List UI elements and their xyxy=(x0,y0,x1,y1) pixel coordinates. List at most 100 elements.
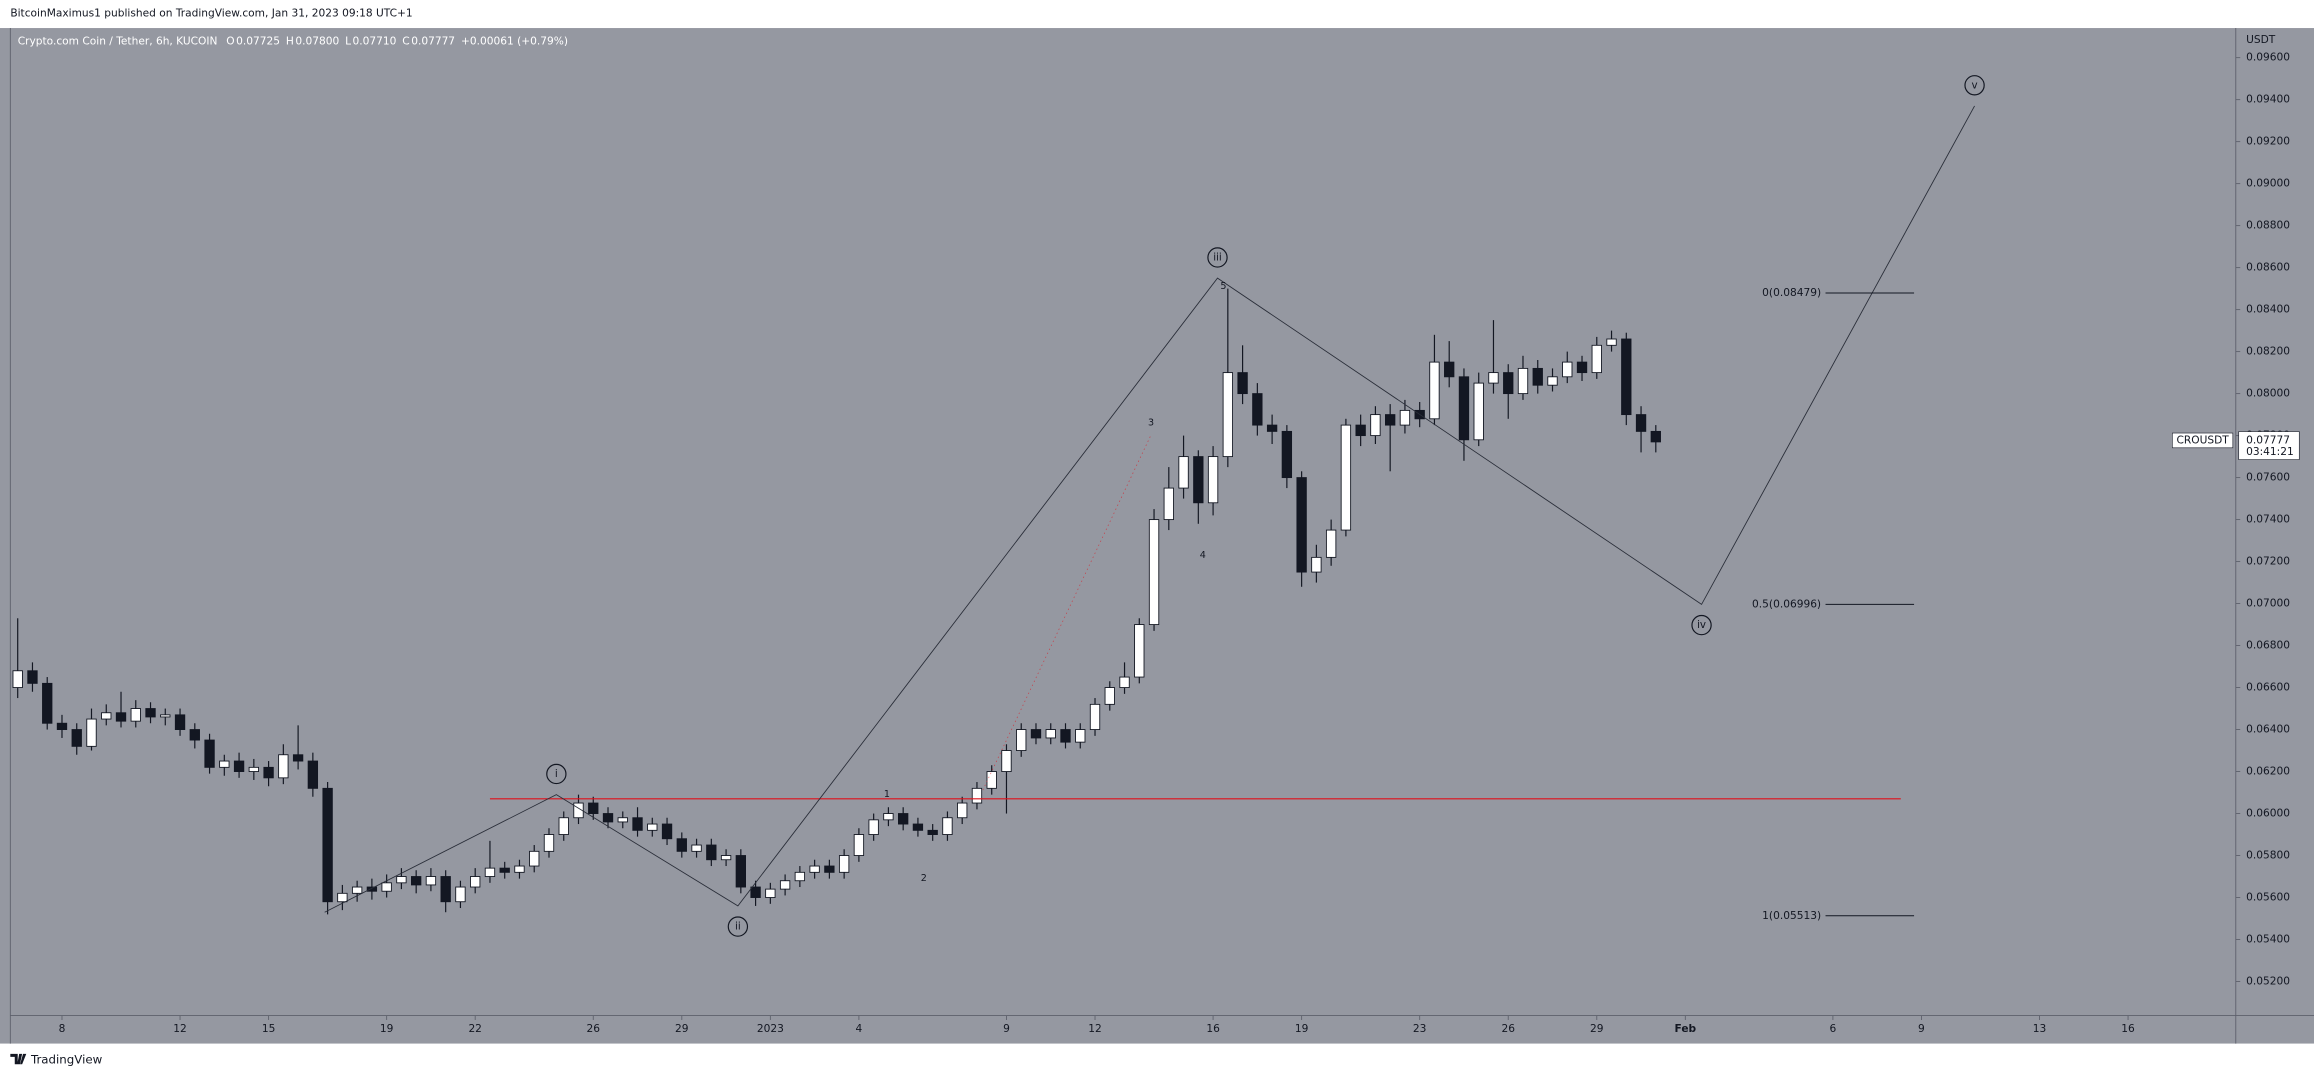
legend: Crypto.com Coin / Tether, 6h, KUCOIN O0.0… xyxy=(18,34,568,47)
candle-body xyxy=(1001,750,1012,772)
x-tick-label: 23 xyxy=(1413,1022,1427,1035)
candle-body xyxy=(883,813,894,821)
candle-body xyxy=(529,850,540,867)
candle-body xyxy=(470,876,481,888)
candle-body xyxy=(42,682,53,724)
candle-body xyxy=(543,834,555,852)
candle-body xyxy=(1296,477,1307,573)
x-tick-label: 26 xyxy=(587,1022,601,1035)
candle-body xyxy=(1134,624,1145,678)
candle-body xyxy=(647,823,658,831)
fib-label: 0.5(0.06996) xyxy=(1752,597,1821,610)
candle-body xyxy=(602,813,614,823)
brand: TradingView xyxy=(30,1052,103,1066)
candle-body xyxy=(1325,529,1337,558)
candle-body xyxy=(145,708,156,718)
wave-label: ii xyxy=(735,921,741,933)
y-tick-label: 0.09600 xyxy=(2246,51,2290,64)
candle-body xyxy=(957,802,968,819)
y-tick-label: 0.09400 xyxy=(2246,93,2290,106)
candle-body xyxy=(691,844,702,852)
y-tick-label: 0.06000 xyxy=(2246,807,2290,820)
wave-circle xyxy=(727,916,749,937)
x-tick-label: 29 xyxy=(675,1022,689,1035)
candle-body xyxy=(440,876,451,903)
candle-body xyxy=(1030,729,1042,739)
candle-body xyxy=(499,867,510,873)
y-tick-label: 0.06200 xyxy=(2246,765,2290,778)
candle-body xyxy=(809,865,820,873)
legend-symbol: Crypto.com Coin / Tether, 6h, KUCOIN xyxy=(18,34,218,47)
y-tick-label: 0.08600 xyxy=(2246,261,2290,274)
y-tick-label: 0.06600 xyxy=(2246,681,2290,694)
legend-change: +0.00061 (+0.79%) xyxy=(461,34,568,47)
candle-body xyxy=(1266,424,1278,432)
candle-body xyxy=(1576,361,1588,374)
currency: USDT xyxy=(2246,33,2276,46)
candle-body xyxy=(86,718,97,747)
candle-body xyxy=(1089,703,1101,730)
candle-body xyxy=(927,829,938,835)
symbol-tag xyxy=(2172,432,2234,449)
candle-body xyxy=(1281,430,1293,479)
candle-body xyxy=(425,876,437,886)
x-tick-label: 9 xyxy=(1003,1022,1010,1035)
candle-body xyxy=(558,817,569,835)
legend-value: 0.07800 xyxy=(295,34,339,47)
candle-body xyxy=(381,882,392,892)
wave-circle xyxy=(546,763,567,785)
candle-body xyxy=(1252,393,1263,426)
candle-body xyxy=(1119,676,1130,689)
candle-body xyxy=(1399,409,1411,426)
candle-body xyxy=(706,844,717,861)
x-tick-label: 15 xyxy=(262,1022,276,1035)
candle-body xyxy=(337,892,348,903)
wave-line xyxy=(324,105,1975,913)
x-tick-label: 19 xyxy=(1295,1022,1309,1035)
price-tag xyxy=(2238,431,2300,460)
candle-body xyxy=(1340,424,1352,531)
subwave-label: 4 xyxy=(1200,550,1206,561)
wave-circle xyxy=(1691,614,1712,636)
candle-body xyxy=(942,817,953,835)
candle-body xyxy=(824,865,835,873)
candle-body xyxy=(676,838,687,852)
candle-body xyxy=(1458,376,1470,441)
legend-key: C xyxy=(402,34,409,47)
candle-body xyxy=(263,766,274,779)
candle-body xyxy=(868,819,879,835)
y-tick-label: 0.05200 xyxy=(2246,975,2290,988)
candle-body xyxy=(322,787,333,903)
candle-body xyxy=(1591,344,1602,374)
candle-body xyxy=(735,855,746,888)
candle-body xyxy=(174,714,186,730)
candle-body xyxy=(1488,372,1499,384)
candle-body xyxy=(1429,361,1440,420)
candle-body xyxy=(661,823,673,840)
candle-body xyxy=(1237,372,1248,395)
y-tick-label: 0.07000 xyxy=(2246,597,2290,610)
y-tick-label: 0.06800 xyxy=(2246,639,2290,652)
candle-body xyxy=(248,766,259,772)
candle-body xyxy=(1355,424,1366,437)
candle-body xyxy=(1222,372,1234,458)
candle-body xyxy=(1385,414,1396,426)
x-tick-label: 29 xyxy=(1590,1022,1604,1035)
candle-body xyxy=(115,712,127,722)
candle-body xyxy=(396,876,407,884)
candle-body xyxy=(617,817,628,823)
legend-value: 0.07725 xyxy=(236,34,280,47)
x-tick-label: 19 xyxy=(380,1022,394,1035)
candle-body xyxy=(351,886,363,894)
candle-body xyxy=(1178,456,1189,489)
y-tick-label: 0.07600 xyxy=(2246,471,2290,484)
candle-body xyxy=(233,760,245,772)
candle-body xyxy=(219,760,230,768)
x-tick-label: 13 xyxy=(2033,1022,2047,1035)
x-tick-label: 8 xyxy=(59,1022,66,1035)
legend-value: 0.07710 xyxy=(353,34,397,47)
wave-circle xyxy=(1964,75,1985,96)
legend-value: 0.07777 xyxy=(411,34,455,47)
wave-label: v xyxy=(1972,79,1978,91)
x-tick-label: 16 xyxy=(1206,1022,1220,1035)
